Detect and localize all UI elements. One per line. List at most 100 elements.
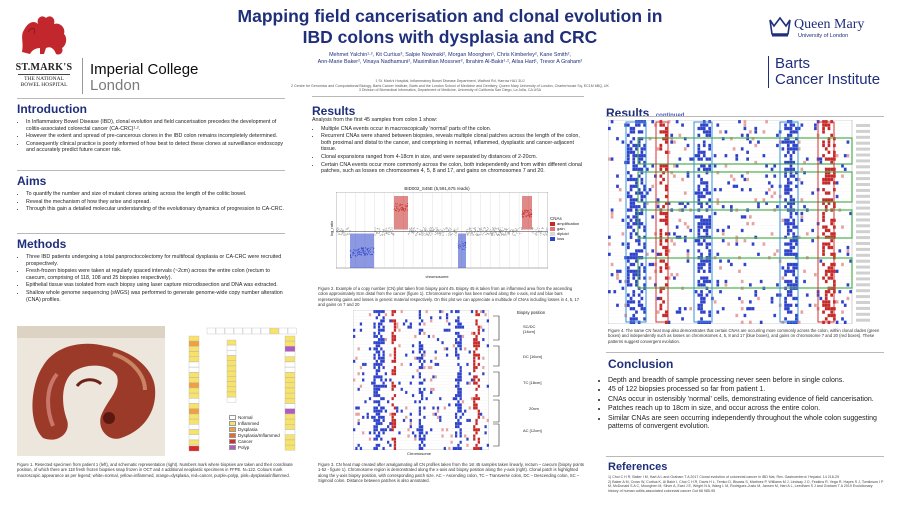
heatmap-cell [673, 232, 676, 236]
heatmap-cell [830, 310, 834, 314]
heatmap-cell [393, 418, 397, 422]
heatmap-cell [789, 222, 793, 226]
heatmap-cell [743, 262, 747, 267]
schematic-cell [188, 445, 200, 452]
cn-point [343, 234, 345, 236]
cn-point [515, 230, 517, 232]
st-marks-wordmark: ST.MARK'S THE NATIONAL BOWEL HOSPITAL [14, 62, 74, 88]
heatmap-cell [784, 154, 787, 158]
patch-brackets [493, 315, 500, 447]
heatmap-cell [797, 235, 801, 239]
schematic-cell [226, 371, 237, 377]
heatmap-cell [743, 123, 747, 127]
cn-point [424, 230, 426, 231]
heatmap-cell [475, 428, 478, 432]
cn-point [493, 227, 495, 229]
heatmap-cell [445, 353, 449, 357]
heatmap-cell [824, 235, 828, 239]
heatmap-cell [459, 387, 462, 391]
heatmap-cell [754, 290, 758, 294]
cn-point [421, 232, 423, 234]
cn-point [378, 228, 380, 230]
heatmap-cell [789, 154, 793, 158]
heatmap-cell [464, 347, 467, 351]
heatmap-cell [457, 341, 460, 345]
cn-point [487, 227, 489, 229]
heatmap-cell [455, 403, 458, 407]
heatmap-cell [448, 446, 451, 450]
heatmap-cell [645, 201, 649, 205]
heatmap-cell [740, 300, 744, 304]
heatmap-cell [377, 422, 381, 426]
figure-3-caption: Figure 3. CN heat map created after amal… [318, 462, 584, 483]
heatmap-cell [830, 218, 834, 222]
heatmap-cell [482, 338, 485, 342]
heatmap-cell [670, 273, 674, 277]
heatmap-cell [740, 133, 744, 137]
cn-point [476, 230, 478, 232]
heatmap-cell [673, 242, 676, 246]
heatmap-cell [635, 256, 638, 260]
heatmap-cell [626, 147, 630, 151]
heatmap-cell [416, 428, 419, 432]
cn-point [425, 230, 427, 232]
heatmap-cell [705, 276, 709, 280]
row-label-stub [856, 124, 870, 127]
heatmap-cell [673, 140, 676, 144]
heatmap-cell [827, 307, 831, 311]
heatmap-cell [632, 205, 636, 209]
heatmap-cell [786, 184, 790, 188]
heatmap-cell [697, 303, 701, 307]
heatmap-cell [841, 262, 844, 267]
heatmap-cell [640, 194, 644, 199]
heatmap-cell [486, 344, 489, 348]
row-label-stub [856, 129, 870, 133]
heatmap-cell [362, 362, 365, 366]
cn-point [478, 235, 480, 236]
heatmap-cell [770, 194, 774, 199]
cn-point [424, 234, 426, 236]
cn-point [381, 233, 383, 235]
heatmap-cell [822, 242, 825, 246]
heatmap-cell [776, 249, 779, 253]
heatmap-cell [380, 362, 383, 366]
heatmap-cell [353, 378, 356, 382]
heatmap-cell [800, 215, 804, 219]
figure-4-caption: Figure 4. The same CN heat map also demo… [608, 328, 880, 344]
heatmap-cell [708, 249, 712, 253]
heatmap-cell [629, 198, 633, 202]
heatmap-cell [686, 201, 690, 205]
heatmap-cell [678, 157, 682, 161]
cn-point [484, 232, 485, 234]
heatmap-cell [626, 283, 630, 287]
heatmap-cell [457, 443, 460, 447]
imperial-line2: London [90, 77, 141, 94]
heatmap-cell [459, 406, 462, 410]
heatmap-cell [373, 347, 376, 351]
heatmap-cell [789, 228, 793, 233]
heatmap-cell [632, 177, 636, 182]
heatmap-cell [708, 225, 712, 229]
heatmap-cell [382, 325, 385, 329]
cn-point [483, 232, 484, 234]
heatmap-cell [846, 283, 850, 287]
cn-point [511, 230, 513, 232]
cn-point [451, 234, 453, 236]
heatmap-cell [377, 415, 381, 419]
list-item: Multiple CNA events occur in macroscopic… [321, 126, 584, 133]
heatmap-cell [626, 300, 630, 304]
heatmap-cell [681, 123, 684, 127]
heatmap-cell [477, 353, 480, 357]
section-divider [17, 233, 285, 234]
heatmap-cell [626, 143, 630, 148]
heatmap-cell [830, 266, 834, 270]
heatmap-cell [784, 303, 787, 307]
heatmap-cell [375, 409, 378, 413]
heatmap-cell [441, 310, 444, 314]
introduction-list: In Inflammatory Bowel Disease (IBD), clo… [17, 119, 285, 154]
heatmap-cell [697, 215, 701, 219]
heatmap-cell [746, 307, 749, 311]
heatmap-cell [640, 211, 644, 216]
heatmap-cell [382, 359, 385, 363]
cn-point [344, 232, 345, 234]
